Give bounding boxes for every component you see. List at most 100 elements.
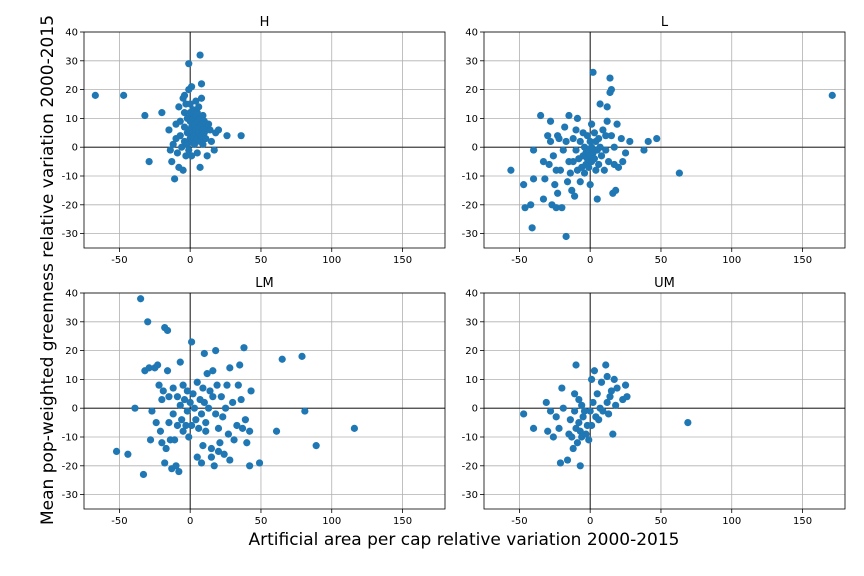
data-point [210,462,218,470]
y-tick-label: 0 [72,143,78,154]
data-point [165,393,173,401]
data-point [158,109,166,117]
x-tick-label: 100 [322,516,341,527]
data-point [568,433,576,441]
data-point [209,393,217,401]
y-tick-label: 0 [472,404,478,415]
data-point [549,433,557,441]
data-point [520,181,528,189]
data-point [599,126,607,134]
data-point [168,158,176,166]
data-point [175,103,183,111]
y-tick-label: 40 [465,28,478,39]
data-point [569,444,577,453]
x-axis-title: Artificial area per cap relative variati… [248,530,679,550]
data-point [578,401,586,409]
data-point [565,111,573,120]
x-tick-label: 100 [722,516,741,527]
data-point [596,100,604,108]
data-point [213,381,221,389]
data-point [120,91,128,99]
data-point [214,447,223,455]
data-point [131,404,139,412]
data-point [572,361,580,369]
data-point [529,146,538,154]
data-point [595,160,603,169]
data-point [195,103,203,111]
y-tick-label: 40 [65,28,78,39]
data-point [619,158,627,166]
data-point [562,232,570,241]
panel-title: H [260,15,270,30]
plot-frame [483,31,846,249]
data-point [197,459,206,467]
data-point [539,158,548,166]
data-point [590,155,599,163]
data-point [169,410,177,418]
data-point [572,146,580,154]
data-point [169,140,177,148]
data-point [193,109,201,117]
y-tick-label: -10 [62,433,78,444]
data-point [161,459,169,467]
data-point [653,134,661,143]
data-point [541,175,549,183]
data-point [145,158,153,166]
data-point [196,163,204,171]
data-point [544,427,552,435]
x-tick-label: -50 [511,516,527,527]
data-point [220,450,228,458]
data-point [571,192,579,200]
data-point [180,109,189,117]
data-point [571,407,579,415]
data-point [187,338,196,346]
data-point [555,134,563,143]
y-tick-label: -10 [462,433,478,444]
data-point [226,456,234,464]
data-point [203,152,211,160]
data-point [571,390,579,398]
data-point [207,444,216,453]
data-point [597,378,606,386]
y-tick-label: 10 [65,114,78,125]
data-point [206,387,214,395]
plot-frame [83,31,446,249]
data-point [621,149,630,157]
x-tick-label: 0 [187,516,193,527]
data-point [542,398,550,407]
data-point [199,111,207,120]
data-point [163,326,172,335]
data-point [155,381,163,389]
data-point [145,364,153,372]
data-point [182,152,190,160]
data-point [165,419,173,427]
data-point [828,91,836,99]
data-point [148,407,156,415]
data-point [180,123,189,131]
data-point [552,204,560,212]
data-point [158,439,166,447]
data-point [192,416,200,424]
data-point [226,364,234,372]
y-tick-label: 20 [65,346,78,357]
x-tick-label: 50 [255,516,268,527]
data-point [240,344,248,352]
data-point [187,421,196,430]
data-point [603,398,611,407]
data-point [185,433,193,441]
y-tick-label: 40 [465,289,478,300]
data-point [551,181,559,189]
data-point [590,367,599,375]
data-point [156,427,165,435]
data-point [546,137,555,146]
data-point [202,419,210,427]
data-point [200,398,208,407]
data-point [238,424,247,432]
data-point [183,407,191,415]
data-point [521,204,529,212]
data-point [193,149,201,157]
y-tick-label: 0 [72,404,78,415]
data-point [600,166,608,174]
panel-h: -50 0 50 100 150 -30 -20 -10 0 10 20 30 40 H [62,15,446,266]
data-point [192,97,200,105]
